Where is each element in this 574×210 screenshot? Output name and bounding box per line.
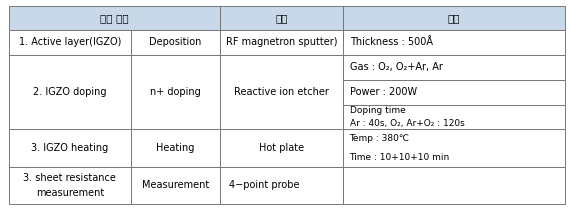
Text: Reactive ion etcher: Reactive ion etcher xyxy=(234,87,329,97)
Text: Measurement: Measurement xyxy=(142,180,210,190)
Text: Doping time: Doping time xyxy=(350,106,405,115)
Text: Power : 200W: Power : 200W xyxy=(350,87,417,97)
Text: RF magnetron sputter): RF magnetron sputter) xyxy=(226,37,337,47)
Bar xyxy=(343,80,565,105)
Bar xyxy=(343,167,565,204)
Text: Gas : O₂, O₂+Ar, Ar: Gas : O₂, O₂+Ar, Ar xyxy=(350,62,443,72)
Bar xyxy=(343,129,565,167)
Text: Temp : 380℃: Temp : 380℃ xyxy=(350,134,410,143)
Text: Thickness : 500Å: Thickness : 500Å xyxy=(350,37,433,47)
Text: measurement: measurement xyxy=(36,188,104,198)
Bar xyxy=(9,167,131,204)
Text: 4−point probe: 4−point probe xyxy=(229,180,299,190)
Text: 3. sheet resistance: 3. sheet resistance xyxy=(24,173,117,183)
Bar xyxy=(220,167,343,204)
Bar xyxy=(9,55,131,129)
Text: 2. IGZO doping: 2. IGZO doping xyxy=(33,87,107,97)
Bar xyxy=(9,6,220,30)
Bar xyxy=(343,30,565,55)
Text: Time : 10+10+10 min: Time : 10+10+10 min xyxy=(350,153,450,162)
Bar xyxy=(220,30,343,55)
Text: 3. IGZO heating: 3. IGZO heating xyxy=(31,143,108,153)
Bar xyxy=(343,105,565,129)
Bar xyxy=(131,129,220,167)
Text: 비교: 비교 xyxy=(448,13,460,23)
Text: 공정 순서: 공정 순서 xyxy=(100,13,129,23)
Text: Deposition: Deposition xyxy=(149,37,202,47)
Bar xyxy=(131,30,220,55)
Bar xyxy=(220,129,343,167)
Text: 방법: 방법 xyxy=(275,13,288,23)
Text: Heating: Heating xyxy=(157,143,195,153)
Bar xyxy=(220,55,343,129)
Bar xyxy=(9,129,131,167)
Bar xyxy=(131,167,220,204)
Bar xyxy=(131,55,220,129)
Text: Ar : 40s, O₂, Ar+O₂ : 120s: Ar : 40s, O₂, Ar+O₂ : 120s xyxy=(350,119,464,128)
Text: Hot plate: Hot plate xyxy=(259,143,304,153)
Text: 1. Active layer(IGZO): 1. Active layer(IGZO) xyxy=(19,37,121,47)
Bar xyxy=(9,30,131,55)
Bar xyxy=(343,55,565,80)
Bar xyxy=(220,6,343,30)
Text: n+ doping: n+ doping xyxy=(150,87,201,97)
Bar xyxy=(343,6,565,30)
